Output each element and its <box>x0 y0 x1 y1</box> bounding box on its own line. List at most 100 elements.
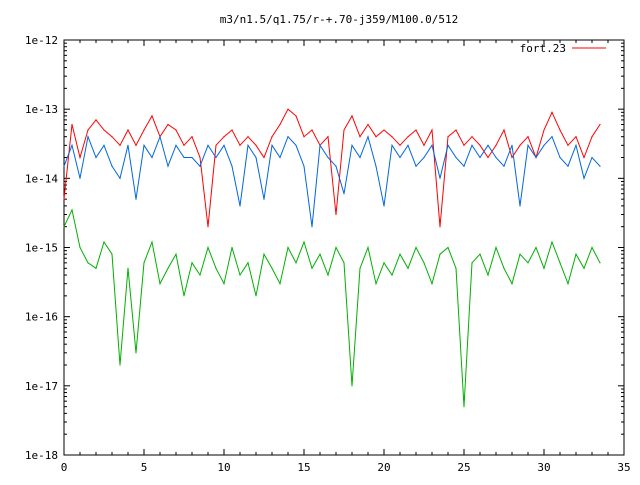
data-point <box>511 144 513 146</box>
data-point <box>279 156 281 159</box>
data-point <box>495 246 497 249</box>
data-point <box>263 253 265 255</box>
data-point <box>103 144 105 146</box>
data-point <box>71 144 73 146</box>
data-point <box>71 209 73 211</box>
data-point <box>583 267 585 269</box>
data-point <box>503 267 505 269</box>
data-point <box>503 129 505 131</box>
data-point <box>471 262 473 264</box>
data-point <box>511 156 513 159</box>
data-point <box>591 136 593 138</box>
data-point <box>575 136 577 138</box>
data-point <box>463 144 465 146</box>
plot-border <box>63 39 625 456</box>
data-point <box>95 119 97 121</box>
data-point <box>423 144 425 146</box>
data-point <box>407 267 409 269</box>
data-point <box>487 144 489 146</box>
x-tick-label: 5 <box>141 461 148 474</box>
data-point <box>527 144 529 146</box>
data-point <box>527 262 529 264</box>
data-point <box>567 283 569 285</box>
data-point <box>239 144 241 146</box>
y-tick-label: 1e-18 <box>25 449 58 462</box>
data-point <box>575 144 577 146</box>
data-point <box>495 156 497 159</box>
data-point <box>559 129 561 131</box>
data-point <box>247 262 249 264</box>
data-point <box>271 136 273 138</box>
data-point <box>151 156 153 159</box>
data-point <box>423 262 425 264</box>
data-point <box>311 267 313 269</box>
data-point <box>207 246 209 249</box>
data-point <box>439 177 441 179</box>
data-point <box>215 267 217 269</box>
data-point <box>327 156 329 159</box>
data-point <box>359 136 361 138</box>
data-point <box>287 246 289 249</box>
data-point <box>247 144 249 146</box>
data-point <box>111 165 113 167</box>
data-point <box>455 267 457 269</box>
data-point <box>591 156 593 159</box>
y-tick-label: 1e-14 <box>25 172 58 185</box>
data-point <box>167 165 169 167</box>
x-tick-label: 0 <box>61 461 68 474</box>
data-point <box>295 144 297 146</box>
data-point <box>255 144 257 146</box>
data-point <box>255 295 257 297</box>
data-point <box>135 144 137 146</box>
data-point <box>567 144 569 146</box>
data-point <box>103 129 105 131</box>
data-point <box>351 385 353 387</box>
data-point <box>343 129 345 131</box>
data-point <box>551 136 553 138</box>
y-tick-label: 1e-15 <box>25 242 58 255</box>
data-point <box>431 283 433 285</box>
data-point <box>383 205 385 207</box>
data-point <box>111 253 113 255</box>
data-point <box>551 241 553 243</box>
data-point <box>295 262 297 264</box>
data-point <box>567 165 569 167</box>
data-point <box>143 144 145 146</box>
data-point <box>463 406 465 408</box>
data-point <box>143 129 145 131</box>
data-point <box>175 253 177 255</box>
data-point <box>135 198 137 200</box>
data-point <box>335 246 337 249</box>
data-point <box>359 156 361 159</box>
y-tick-label: 1e-13 <box>25 103 58 116</box>
data-point <box>231 165 233 167</box>
data-point <box>447 246 449 249</box>
data-point <box>559 262 561 264</box>
data-point <box>399 156 401 159</box>
data-point <box>599 262 601 264</box>
data-point <box>151 241 153 243</box>
y-tick-label: 1e-17 <box>25 380 58 393</box>
data-point <box>215 156 217 159</box>
data-point <box>279 283 281 285</box>
data-point <box>295 115 297 117</box>
series-line <box>63 208 601 407</box>
data-point <box>551 111 553 113</box>
data-point <box>135 352 137 354</box>
data-point <box>207 144 209 146</box>
data-point <box>319 253 321 255</box>
data-point <box>311 226 313 228</box>
data-point <box>359 267 361 269</box>
data-point <box>479 156 481 159</box>
data-point <box>311 129 313 131</box>
data-point <box>543 129 545 131</box>
x-tick-label: 35 <box>617 461 630 474</box>
data-point <box>231 246 233 249</box>
data-point <box>423 156 425 159</box>
data-point <box>455 129 457 131</box>
data-point <box>383 262 385 264</box>
y-tick-label: 1e-12 <box>25 34 58 47</box>
data-point <box>543 144 545 146</box>
data-point <box>487 274 489 276</box>
data-point <box>191 156 193 159</box>
